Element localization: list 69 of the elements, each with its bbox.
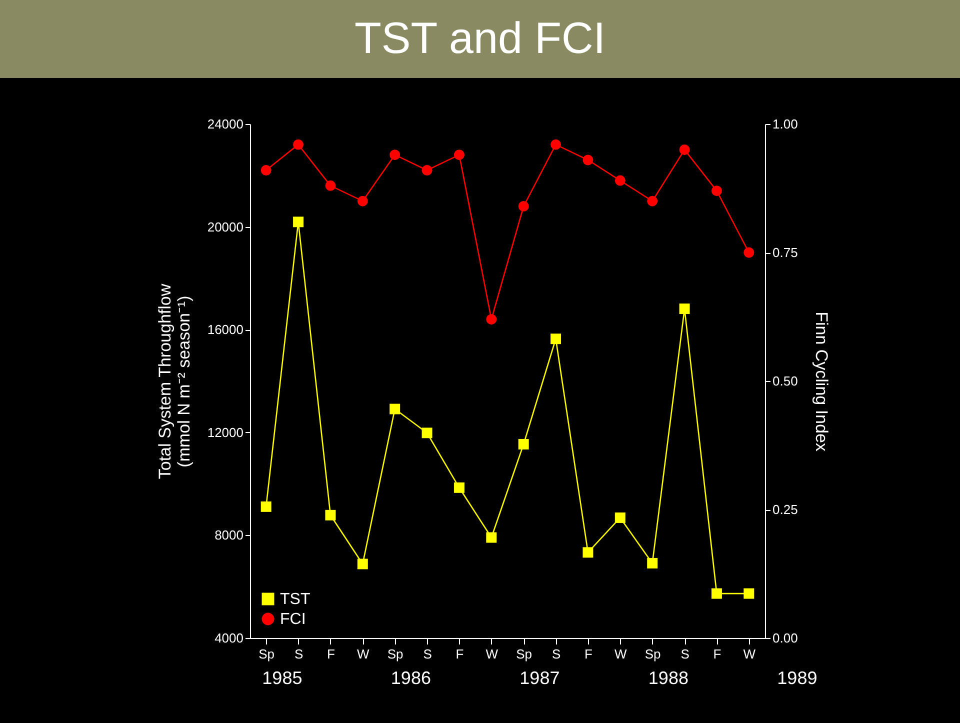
point xyxy=(744,247,754,258)
x-tick-label: W xyxy=(357,646,370,662)
text: 1986 xyxy=(390,668,431,688)
y-axis-title: Total System Throughflow (mmol N m⁻² season⁻¹) xyxy=(155,283,194,480)
point xyxy=(486,532,497,543)
y2-tick-label: 0.50 xyxy=(772,374,798,388)
text: 1985 xyxy=(262,668,302,688)
point xyxy=(454,150,464,160)
point xyxy=(422,165,432,176)
x-tick-label: W xyxy=(743,646,756,662)
point xyxy=(582,154,594,166)
point xyxy=(293,216,304,228)
x-tick-label: Sp xyxy=(516,646,532,662)
text: 1989 xyxy=(777,668,818,688)
point xyxy=(357,558,368,570)
y2-tick-label: 0.00 xyxy=(772,630,798,646)
y-tick-label: 8000 xyxy=(214,528,244,543)
point xyxy=(647,196,658,206)
y2-tick-label: 0.75 xyxy=(772,245,798,260)
text: 1988 xyxy=(648,668,688,688)
point xyxy=(518,201,529,212)
point xyxy=(647,558,658,568)
x-tick-label: S xyxy=(423,646,432,662)
point xyxy=(390,404,400,414)
point xyxy=(711,186,722,196)
point xyxy=(454,482,464,493)
chart-title: TST and FCI xyxy=(354,14,606,63)
point xyxy=(390,150,400,160)
point xyxy=(325,180,336,191)
x-tick-label: S xyxy=(552,646,561,662)
legend-label: TST xyxy=(280,591,310,608)
x-tick-label: Sp xyxy=(387,646,404,662)
x-tick-label: Sp xyxy=(644,646,661,662)
point xyxy=(614,175,626,186)
x-tick-label: F xyxy=(584,646,592,662)
x-tick-label: S xyxy=(294,646,304,662)
y-tick-label: 24000 xyxy=(207,116,244,132)
y2-tick-label: 1.00 xyxy=(772,116,798,132)
y-tick-label: 20000 xyxy=(207,219,244,234)
point xyxy=(486,314,497,325)
point xyxy=(260,165,272,176)
y-tick-label: 16000 xyxy=(207,322,244,338)
point xyxy=(744,588,754,599)
x-tick-label: W xyxy=(614,646,628,662)
x-tick-label: F xyxy=(713,646,722,662)
x-tick-label: F xyxy=(456,646,464,662)
y-tick-label: 4000 xyxy=(214,630,244,646)
legend-label: FCI xyxy=(280,611,306,628)
point xyxy=(679,304,690,314)
y-tick-label: 12000 xyxy=(207,424,244,440)
point xyxy=(518,438,529,450)
y2-tick-label: 0.25 xyxy=(772,502,798,517)
x-tick-label: W xyxy=(486,646,499,662)
point xyxy=(614,512,626,523)
x-tick-label: S xyxy=(680,646,690,662)
point xyxy=(550,139,562,150)
point xyxy=(711,588,722,599)
point xyxy=(325,510,336,520)
x-tick-label: F xyxy=(326,646,335,662)
point xyxy=(582,547,594,558)
point xyxy=(679,144,690,155)
text: 1987 xyxy=(520,668,560,688)
point xyxy=(550,334,562,344)
x-tick-label: Sp xyxy=(258,646,275,662)
point xyxy=(293,139,304,150)
y2-axis-title: Finn Cycling Index xyxy=(812,312,831,452)
point xyxy=(422,428,432,438)
point xyxy=(357,196,368,206)
point xyxy=(260,501,272,512)
